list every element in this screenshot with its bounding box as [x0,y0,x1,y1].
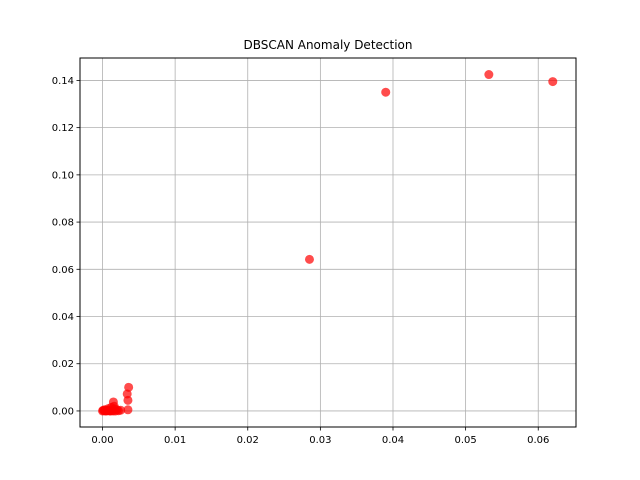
y-tick-label: 0.02 [52,359,74,370]
data-point [304,254,314,264]
data-point [548,77,558,87]
y-tick-label: 0.08 [52,218,74,229]
y-tick-label: 0.00 [52,406,74,417]
data-point [123,405,133,415]
x-tick-label: 0.00 [91,435,113,446]
data-point [381,87,391,97]
x-tick-label: 0.01 [164,435,186,446]
x-tick-label: 0.02 [237,435,259,446]
y-tick-label: 0.06 [52,265,74,276]
data-point [484,70,494,80]
y-tick-label: 0.04 [52,312,74,323]
plot-frame [79,57,577,428]
x-tick-label: 0.03 [309,435,331,446]
y-tick-label: 0.12 [52,123,74,134]
data-point [110,404,120,414]
chart-title: DBSCAN Anomaly Detection [243,38,412,52]
x-tick-label: 0.05 [454,435,476,446]
data-point [123,395,133,405]
x-tick-label: 0.04 [382,435,404,446]
axis-ticks: 0.00 0.01 0.02 0.03 0.04 0.05 0.06 0.00 0.02 0.04… [52,76,550,446]
x-tick-label: 0.06 [527,435,549,446]
data-points [98,70,558,416]
y-tick-label: 0.14 [52,76,74,87]
y-tick-label: 0.10 [52,170,74,181]
grid-lines [80,58,576,427]
